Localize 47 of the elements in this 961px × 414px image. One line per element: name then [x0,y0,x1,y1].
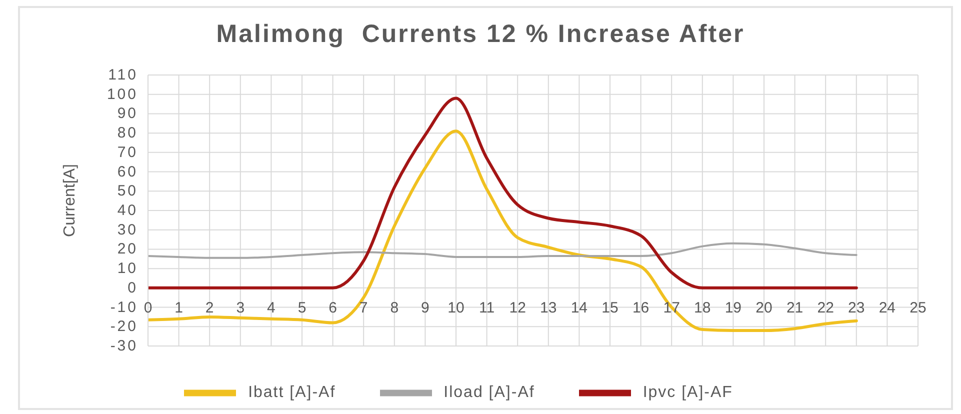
x-tick-label: 0 [144,299,152,316]
y-tick-label: -10 [110,298,138,316]
y-tick-label: 80 [117,124,138,142]
y-tick-label: 40 [117,202,138,219]
x-tick-label: 12 [509,299,526,316]
y-tick-label: 20 [117,240,138,258]
y-tick-label: 100 [106,86,138,103]
y-tick-label: -20 [110,318,138,336]
x-tick-label: 19 [724,299,742,316]
x-tick-label: 20 [756,299,772,316]
legend-label: Iload [A]-Af [444,384,535,402]
x-tick-label: 3 [236,299,245,316]
y-tick-label: 30 [117,221,138,238]
x-tick-label: 21 [786,299,804,316]
x-tick-label: 16 [632,299,650,316]
y-tick-label: 10 [117,260,138,278]
line-series [148,242,858,259]
x-tick-label: 4 [267,299,276,316]
x-tick-label: 22 [817,299,834,316]
y-tick-label: 0 [128,279,138,296]
y-tick-label: -30 [110,338,138,354]
x-tick-label: 5 [298,299,306,316]
x-tick-label: 13 [540,299,557,316]
legend-label: Ipvc [A]-AF [642,384,733,402]
y-tick-label: 50 [117,182,138,200]
x-tick-label: 18 [694,299,711,316]
y-tick-label: 90 [117,105,138,122]
x-tick-label: 11 [479,299,495,316]
y-tick-label: 60 [117,163,138,180]
x-tick-label: 24 [878,299,896,316]
y-tick-label: 110 [108,66,138,84]
x-tick-label: 8 [390,299,399,316]
x-tick-label: 6 [328,299,337,316]
x-tick-label: 2 [205,299,214,316]
legend-label: Ibatt [A]-Af [248,384,336,402]
x-tick-label: 25 [910,299,926,316]
x-tick-label: 7 [359,299,368,316]
chart-title: Malimong Currents 12 % Increase After [215,20,746,49]
line-series [148,96,858,290]
x-tick-label: 10 [448,299,464,316]
x-tick-label: 14 [570,299,588,316]
x-tick-label: 9 [421,299,430,316]
x-tick-label: 15 [602,299,618,316]
y-tick-label: 70 [117,144,138,161]
x-tick-label: 23 [848,299,865,316]
y-axis-title: Current[A] [62,164,78,237]
x-tick-label: 1 [174,299,183,316]
